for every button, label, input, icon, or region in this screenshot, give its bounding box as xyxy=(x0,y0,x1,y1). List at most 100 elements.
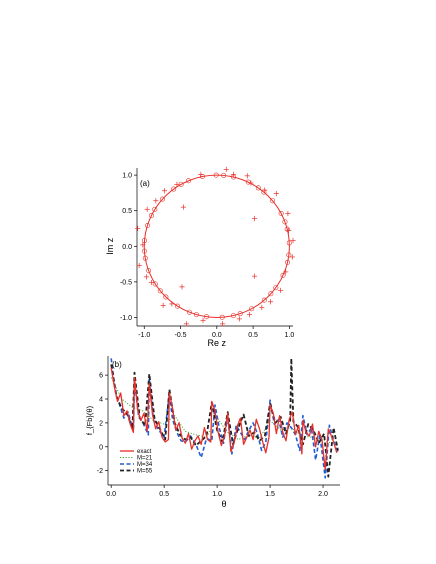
legend-label: exact xyxy=(137,449,152,455)
circle-marker xyxy=(175,303,181,309)
y-tick-label-b: 6 xyxy=(99,373,103,380)
circle-marker xyxy=(219,314,225,320)
plus-marker xyxy=(180,204,187,210)
circle-marker xyxy=(185,178,191,184)
plus-marker xyxy=(153,198,159,204)
plus-marker xyxy=(135,225,141,232)
circle-marker xyxy=(152,281,158,287)
circle-marker xyxy=(171,186,177,192)
circle-marker xyxy=(286,240,292,246)
circle-marker xyxy=(237,311,243,317)
series-line-exact xyxy=(110,367,338,471)
y-tick-label-a: 1.0 xyxy=(122,173,132,180)
panel-label-b: (b) xyxy=(112,360,122,369)
circle-marker xyxy=(278,210,284,216)
y-axis-label-b: f_{Fb}(θ) xyxy=(85,405,94,435)
plus-marker xyxy=(236,316,242,322)
unit-circle xyxy=(141,172,292,320)
circle-marker xyxy=(273,285,279,291)
legend-label: M=34 xyxy=(137,462,153,468)
circle-marker xyxy=(284,259,290,265)
plus-marker xyxy=(223,166,229,173)
plus-marker xyxy=(285,210,291,217)
circle-marker xyxy=(286,252,292,258)
plus-marker xyxy=(140,242,146,248)
plus-marker xyxy=(246,312,253,318)
x-tick-label-b: 2.0 xyxy=(318,491,328,498)
plus-marker xyxy=(230,171,237,178)
x-tick-label-b: 1.0 xyxy=(212,491,222,498)
circle-marker xyxy=(284,226,290,232)
y-tick-label-b: 0 xyxy=(99,444,103,451)
panel-b-ticks: 0.0 0.5 1.0 1.5 2.0 6 4 2 0 -2 xyxy=(97,373,328,498)
x-tick-label-b: 0.5 xyxy=(159,491,169,498)
circle-marker xyxy=(186,309,192,315)
x-tick-label-a: 0.0 xyxy=(212,332,222,339)
plus-marker xyxy=(143,274,150,280)
panel-a-ticks: -1.0 -0.5 0.0 0.5 1.0 1.0 0.5 0.0 -0.5 -1.0 xyxy=(120,173,294,339)
circle-marker xyxy=(141,238,147,244)
circle-marker xyxy=(213,172,219,178)
circle-marker xyxy=(146,268,152,274)
circle-marker xyxy=(245,179,251,185)
plus-marker xyxy=(262,187,268,193)
circle-marker xyxy=(255,185,261,191)
plus-marker xyxy=(169,301,175,307)
circle-marker xyxy=(144,223,150,229)
circle-marker xyxy=(203,314,209,320)
plus-marker xyxy=(144,206,150,212)
plus-marker xyxy=(136,262,142,269)
plus-marker xyxy=(273,191,279,197)
circle-marker xyxy=(163,294,169,300)
plus-marker xyxy=(251,273,258,279)
plus-marker xyxy=(289,254,295,260)
y-tick-label-a: 0.0 xyxy=(122,244,132,251)
x-tick-label-a: -0.5 xyxy=(175,332,187,339)
legend-label: M=55 xyxy=(137,469,153,475)
plus-marker xyxy=(283,269,289,275)
plus-marker xyxy=(148,279,155,286)
circle-marker xyxy=(159,196,165,202)
circle-marker xyxy=(157,288,163,294)
x-tick-label-b: 1.5 xyxy=(265,491,275,498)
y-axis-label-a: Im z xyxy=(105,237,115,254)
circle-marker xyxy=(152,206,158,212)
circle-marker xyxy=(261,297,267,303)
x-tick-label-a: -1.0 xyxy=(138,332,150,339)
panel-label-a: (a) xyxy=(140,179,150,188)
legend-label: M=21 xyxy=(137,456,153,462)
series-lines xyxy=(110,357,339,479)
circle-marker xyxy=(142,255,148,261)
y-tick-label-a: 0.5 xyxy=(122,208,132,215)
plus-marker xyxy=(248,180,254,186)
plus-marker xyxy=(259,304,265,311)
plus-marker xyxy=(179,284,185,290)
y-tick-label-b: -2 xyxy=(97,468,103,475)
plus-marker xyxy=(220,321,226,327)
plus-marker xyxy=(160,302,166,308)
circle-marker xyxy=(148,212,154,218)
circle-marker xyxy=(282,219,288,225)
plus-marker xyxy=(278,287,284,294)
x-tick-label-a: 1.0 xyxy=(285,332,295,339)
circle-marker xyxy=(193,312,199,318)
plus-marker xyxy=(200,317,206,323)
plus-marker xyxy=(183,321,189,327)
complex-plane-panel: -1.0 -0.5 0.0 0.5 1.0 1.0 0.5 0.0 -0.5 -1.0 (a) R… xyxy=(105,166,296,348)
x-tick-label-b: 0.0 xyxy=(106,491,116,498)
plus-marker xyxy=(267,299,274,305)
y-tick-label-b: 2 xyxy=(99,420,103,427)
circle-marker xyxy=(221,172,227,178)
circle-marker xyxy=(249,306,255,312)
y-tick-label-a: -1.0 xyxy=(120,315,132,322)
plus-marker xyxy=(198,171,204,178)
plus-marker xyxy=(290,237,296,244)
plus-marker xyxy=(286,228,292,234)
unit-circle-curve xyxy=(143,174,290,318)
y-tick-label-a: -0.5 xyxy=(120,279,132,286)
circle-marker xyxy=(270,198,276,204)
circle-marker xyxy=(230,313,236,319)
plus-marker xyxy=(244,173,250,179)
